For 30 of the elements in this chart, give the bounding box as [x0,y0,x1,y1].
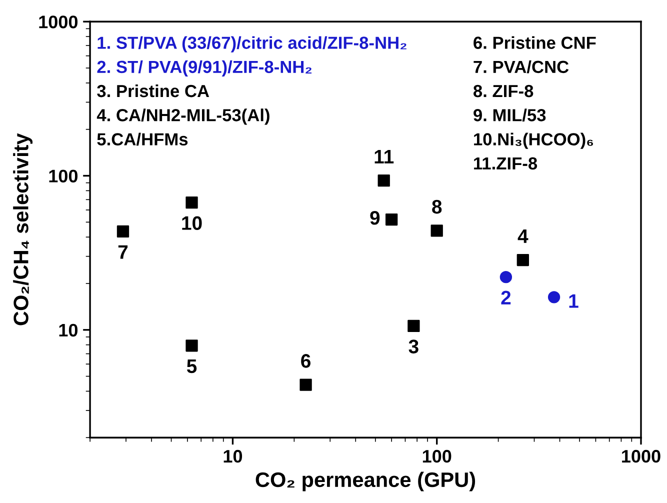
annotation: 5 [186,360,197,374]
annotation: 11 [374,150,394,164]
annotation: 6 [301,354,310,368]
annotation: 2. ST/ PVA(9/91)/ZIF-8-NH₂ [97,60,312,76]
annotation: 2 [501,290,511,304]
annotation: 4. CA/NH2-MIL-53(Al) [96,108,270,125]
annotation: 5.CA/HFMs [97,132,188,146]
annotation: 9 [370,210,380,225]
x-tick-label: 10 [224,450,242,463]
annotation: 7 [118,245,128,259]
annotation: 10 [182,216,202,230]
y-axis-title: CO₂/CH₄ selectivity [13,133,33,326]
annotation: 8. ZIF-8 [474,84,534,98]
annotation: 9. MIL/53 [474,108,546,122]
annotation: 6. Pristine CNF [474,36,596,49]
annotation: 3. Pristine CA [97,84,210,98]
y-tick-label: 1000 [39,16,78,28]
annotation: 1. ST/PVA (33/67)/citric acid/ZIF-8-NH₂ [98,36,406,52]
y-tick-label: 10 [59,324,78,337]
annotation: 10.Ni₃(HCOO)₆ [474,132,594,149]
y-tick-label: 100 [49,170,78,182]
x-tick-label: 1000 [622,450,660,463]
x-axis-title: CO₂ permeance (GPU) [256,472,476,492]
annotation: 7. PVA/CNC [474,60,569,74]
annotation: 3 [408,340,418,354]
annotation: 1 [569,294,578,308]
annotation: 11.ZIF-8 [474,157,538,170]
annotation: 8 [432,200,442,214]
x-tick-label: 100 [422,450,452,463]
annotation: 4 [518,229,528,243]
